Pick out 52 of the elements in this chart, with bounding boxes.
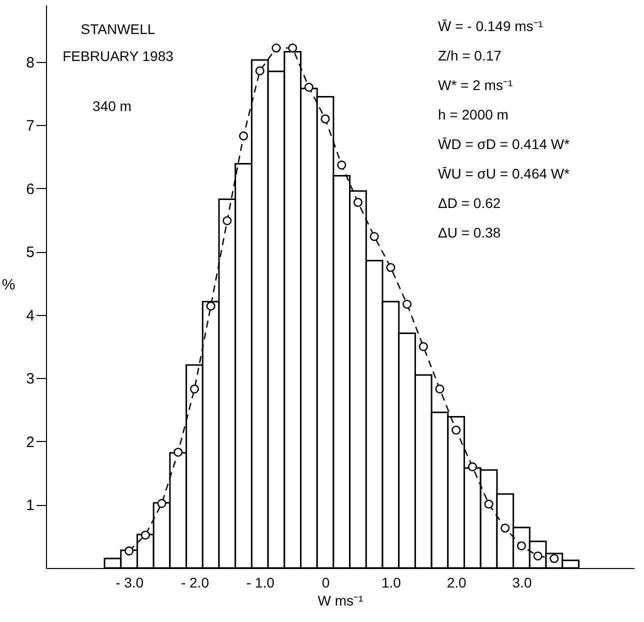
point <box>435 384 444 394</box>
x-tick-label: - 1.0 <box>246 574 275 590</box>
y-axis-title: % <box>2 276 16 294</box>
point <box>516 541 526 550</box>
point <box>452 426 461 435</box>
point <box>468 462 477 472</box>
x-tick-label: - 2.0 <box>180 574 210 590</box>
x-tick-label: 0 <box>322 574 330 590</box>
x-tick-label: - 3.0 <box>116 574 144 590</box>
x-tick-label: 2.0 <box>446 574 467 590</box>
point <box>140 530 150 540</box>
y-tick-label: 5 <box>26 244 34 262</box>
annotation: ΔU = 0.38 <box>438 224 501 240</box>
x-tick-label: 3.0 <box>512 574 532 590</box>
point <box>320 114 330 124</box>
x-tick-label: 1.0 <box>381 574 402 590</box>
point <box>337 160 346 170</box>
annotation: ΔD = 0.62 <box>438 195 501 211</box>
x-axis-title: W ms⁻¹ <box>318 592 364 608</box>
point <box>157 498 166 508</box>
point <box>500 524 510 533</box>
point <box>418 342 428 352</box>
y-tick-label: 8 <box>26 54 34 72</box>
point <box>402 300 412 309</box>
point <box>370 232 379 242</box>
y-tick-label: 4 <box>26 307 34 324</box>
point <box>484 500 494 509</box>
point <box>304 82 314 92</box>
y-tick-label: 7 <box>26 118 34 135</box>
annotation: STANWELL <box>80 21 156 37</box>
annotation: Z/h = 0.17 <box>438 48 502 64</box>
annotation: W̄D = σD = 0.414 W* <box>438 136 570 152</box>
point <box>222 216 232 226</box>
point <box>272 44 281 53</box>
y-tick-label: 2 <box>26 434 34 451</box>
annotation: W* = 2 ms⁻¹ <box>438 77 513 93</box>
annotation: 340 m <box>92 98 132 114</box>
annotation: h = 2000 m <box>438 106 508 122</box>
annotation: W̄U = σU = 0.464 W* <box>438 166 570 182</box>
point <box>124 546 134 556</box>
y-tick-label: 1 <box>26 497 34 514</box>
point <box>239 131 248 140</box>
point <box>174 448 183 457</box>
point <box>353 198 363 207</box>
point <box>255 66 264 76</box>
annotation: FEBRUARY 1983 <box>62 48 174 64</box>
annotation: W̄ = - 0.149 ms⁻¹ <box>438 18 544 34</box>
y-tick-label: 3 <box>26 370 34 388</box>
point <box>386 263 396 272</box>
point <box>206 302 216 311</box>
point <box>190 384 199 394</box>
y-tick-label: 6 <box>26 180 34 198</box>
